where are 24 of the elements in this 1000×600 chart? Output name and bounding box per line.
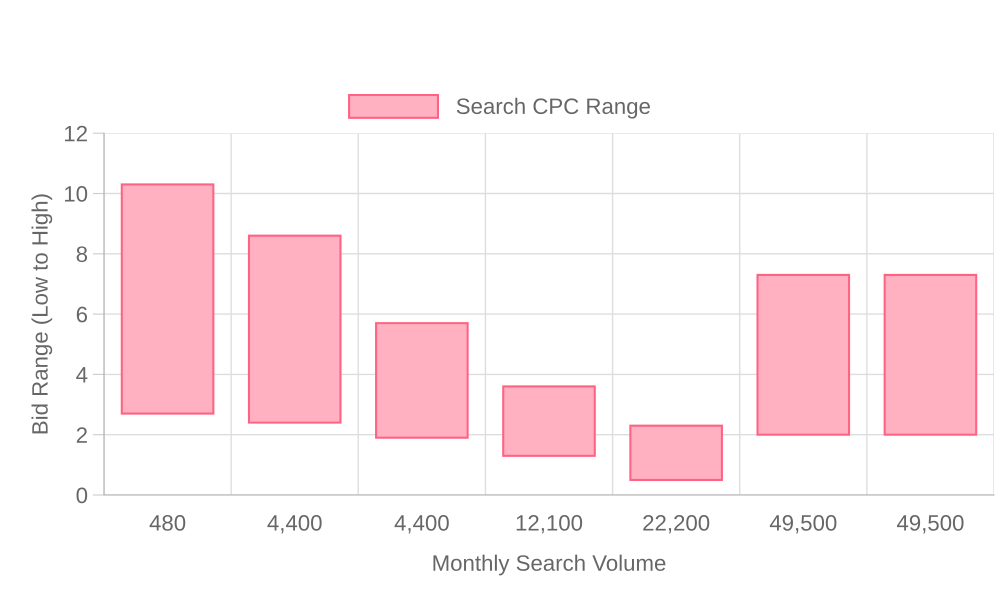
y-tick-label: 2 [76,427,87,443]
bar [120,183,214,415]
bar [375,322,469,439]
legend-label: Search CPC Range [456,98,650,118]
y-tick-label: 4 [76,367,88,382]
bar [756,274,850,436]
y-tick-label: 8 [76,246,88,262]
y-tick-label: 12 [65,126,87,142]
x-tick-label: 480 [150,515,186,531]
y-tick-label: 10 [65,186,88,202]
x-tick-label: 49,500 [896,515,964,534]
y-axis-title: Bid Range (Low to High) [31,194,52,434]
x-tick-label: 22,200 [643,515,710,534]
y-tick-label: 6 [76,306,88,322]
y-tick-label: 0 [76,488,88,504]
x-axis-title: Monthly Search Volume [433,554,666,576]
bar [884,274,978,436]
x-tick-label: 49,500 [770,515,836,534]
x-tick-label: 4,400 [267,515,322,534]
x-tick-label: 12,100 [516,515,582,534]
bar [248,234,342,424]
bar [629,424,723,481]
x-tick-label: 4,400 [394,515,449,534]
bar [502,385,596,457]
